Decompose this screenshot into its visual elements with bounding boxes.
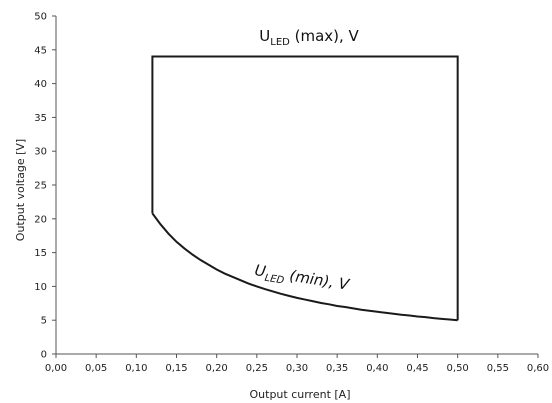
y-tick-label: 5: [41, 316, 47, 327]
y-tick-label: 20: [34, 214, 47, 225]
x-tick-label: 0,10: [125, 363, 147, 374]
annotation-2: ULED (min), V: [253, 261, 352, 297]
x-tick-label: 0,15: [165, 363, 187, 374]
series-line-1: [151, 55, 459, 321]
y-tick-label: 45: [34, 45, 47, 56]
x-tick-label: 0,50: [447, 363, 469, 374]
series-layer: [151, 55, 459, 322]
y-tick-label: 15: [34, 248, 47, 259]
y-axis-title: Output voltage [V]: [14, 139, 27, 241]
x-tick-label: 0,35: [326, 363, 348, 374]
x-axis-title: Output current [A]: [250, 388, 351, 401]
y-tick-label: 40: [34, 79, 47, 90]
y-tick-label: 50: [34, 12, 47, 23]
x-tick-label: 0,60: [527, 363, 549, 374]
x-tick-label: 0,55: [487, 363, 509, 374]
y-tick-label: 0: [41, 350, 47, 361]
x-tick-label: 0,25: [246, 363, 268, 374]
x-tick-label: 0,00: [45, 363, 67, 374]
x-tick-label: 0,40: [366, 363, 388, 374]
series-line-2: [151, 212, 458, 322]
annotations: ULED (max), V ULED (min), V: [253, 27, 359, 297]
x-tick-label: 0,05: [85, 363, 107, 374]
x-tick-label: 0,20: [206, 363, 228, 374]
y-tick-label: 35: [34, 113, 47, 124]
y-tick-label: 25: [34, 181, 47, 192]
x-tick-label: 0,30: [286, 363, 308, 374]
y-tick-label: 30: [34, 147, 47, 158]
annotation-1: ULED (max), V: [259, 27, 359, 48]
x-tick-label: 0,45: [406, 363, 428, 374]
ticks: 0,00 0,05 0,10 0,15 0,20 0,25 0,30 0,35 0,40 0,45…: [34, 12, 549, 375]
y-tick-label: 10: [34, 282, 47, 293]
axes: [55, 16, 538, 355]
